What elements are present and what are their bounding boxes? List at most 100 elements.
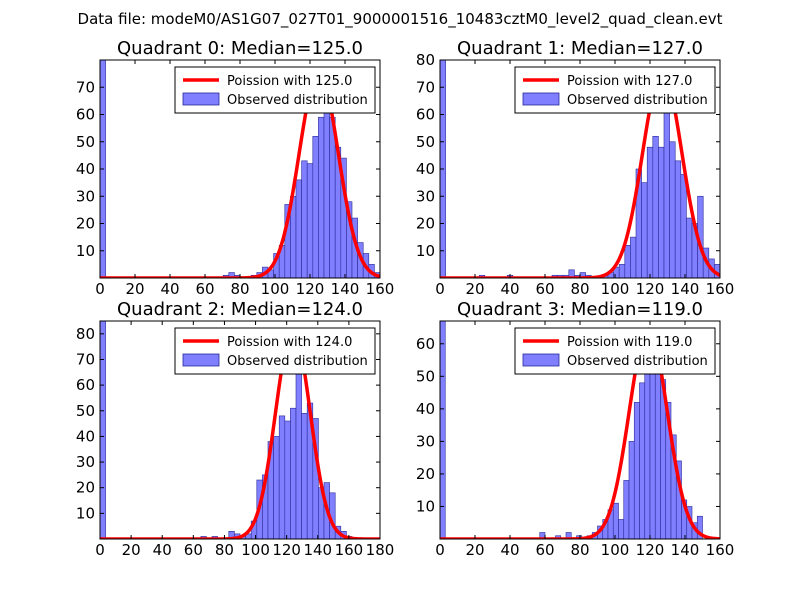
histogram-bar — [284, 420, 291, 540]
legend-poisson-label: Poission with 125.0 — [227, 74, 352, 89]
quadrant-0-title: Quadrant 0: Median=125.0 — [117, 38, 363, 59]
quadrant-2-panel: Quadrant 2: Median=124.0 0 20 40 60 80 100 120… — [76, 299, 394, 559]
y-tick-label: 50 — [416, 367, 435, 385]
y-tick-label: 60 — [76, 376, 95, 394]
legend-poisson-label: Poission with 124.0 — [227, 335, 352, 350]
histogram-bar — [630, 236, 637, 279]
quadrant-2-legend: Poission with 124.0 Observed distribution — [174, 327, 376, 375]
y-tick-label: 40 — [416, 400, 435, 418]
histogram-bar — [301, 413, 308, 540]
histogram-bar — [99, 320, 106, 540]
y-tick-label: 20 — [76, 479, 95, 497]
y-tick-label: 50 — [76, 402, 95, 420]
x-tick-label: 60 — [195, 280, 214, 298]
y-tick-label: 10 — [416, 497, 435, 515]
y-tick-label: 70 — [416, 78, 435, 96]
legend-observed-label: Observed distribution — [567, 354, 708, 369]
x-tick-label: 80 — [570, 280, 589, 298]
x-tick-label: 120 — [636, 541, 665, 559]
histogram-bar — [623, 480, 630, 540]
y-tick-label: 70 — [76, 350, 95, 368]
y-tick-label: 40 — [76, 427, 95, 445]
y-tick-label: 10 — [416, 242, 435, 260]
x-tick-label: 40 — [500, 541, 519, 559]
histogram-bar — [649, 349, 656, 540]
x-tick-label: 160 — [706, 541, 735, 559]
x-tick-label: 60 — [535, 280, 554, 298]
legend-poisson-label: Poission with 119.0 — [567, 335, 692, 350]
histogram-bar — [273, 436, 280, 540]
x-tick-label: 160 — [335, 541, 364, 559]
y-tick-label: 60 — [76, 106, 95, 124]
histogram-bar — [306, 163, 314, 279]
y-tick-label: 80 — [76, 325, 95, 343]
histogram-bar — [278, 415, 286, 540]
histogram-bar — [295, 179, 302, 279]
histogram-bar — [312, 136, 319, 279]
x-tick-label: 80 — [570, 541, 589, 559]
x-tick-label: 140 — [671, 280, 700, 298]
histogram-bar — [658, 146, 665, 279]
y-tick-label: 20 — [76, 215, 95, 233]
x-tick-label: 140 — [331, 280, 360, 298]
x-tick-label: 120 — [636, 280, 665, 298]
x-tick-label: 120 — [272, 541, 301, 559]
y-tick-label: 10 — [76, 242, 95, 260]
histogram-bar — [686, 217, 693, 279]
x-tick-label: 140 — [303, 541, 332, 559]
legend-observed-swatch — [522, 92, 560, 106]
histogram-bar — [654, 362, 661, 540]
histogram-bar — [663, 108, 670, 279]
y-tick-label: 40 — [416, 160, 435, 178]
histogram-bar — [639, 382, 646, 540]
quadrant-3-title: Quadrant 3: Median=119.0 — [457, 299, 703, 320]
x-tick-label: 20 — [465, 541, 484, 559]
y-tick-label: 10 — [76, 504, 95, 522]
histogram-bar — [318, 116, 325, 279]
legend-observed-swatch — [182, 353, 220, 367]
histogram-bar — [669, 141, 676, 279]
legend-observed-label: Observed distribution — [227, 93, 368, 108]
y-tick-label: 30 — [416, 432, 435, 450]
x-tick-label: 40 — [500, 280, 519, 298]
y-tick-label: 20 — [416, 215, 435, 233]
x-tick-label: 40 — [153, 541, 172, 559]
x-tick-label: 0 — [435, 541, 445, 559]
histogram-bar — [641, 182, 648, 279]
legend-observed-swatch — [182, 92, 220, 106]
histogram-bar — [290, 407, 297, 540]
x-tick-label: 20 — [465, 280, 484, 298]
x-tick-label: 0 — [435, 280, 445, 298]
histogram-bar — [301, 160, 308, 279]
x-tick-label: 100 — [601, 280, 630, 298]
x-tick-label: 60 — [184, 541, 203, 559]
y-tick-label: 80 — [416, 51, 435, 69]
y-tick-label: 50 — [416, 133, 435, 151]
histogram-bar — [652, 136, 659, 279]
quadrant-1-title: Quadrant 1: Median=127.0 — [457, 38, 703, 59]
quadrant-0-panel: Quadrant 0: Median=125.0 0 20 40 60 80 100 120… — [76, 38, 394, 298]
x-tick-label: 160 — [706, 280, 735, 298]
x-tick-label: 40 — [160, 280, 179, 298]
histogram-bar — [674, 160, 682, 279]
quadrant-0-legend: Poission with 125.0 Observed distribution — [174, 66, 376, 114]
quadrant-3-legend: Poission with 119.0 Observed distribution — [514, 327, 716, 375]
y-tick-label: 30 — [76, 187, 95, 205]
y-tick-label: 70 — [76, 78, 95, 96]
histogram-bar — [646, 146, 654, 279]
histogram-bar — [633, 402, 640, 540]
x-tick-label: 100 — [601, 541, 630, 559]
histogram-bar — [295, 354, 302, 540]
y-tick-label: 20 — [416, 465, 435, 483]
legend-poisson-label: Poission with 127.0 — [567, 74, 692, 89]
y-tick-label: 50 — [76, 133, 95, 151]
quadrant-2-title: Quadrant 2: Median=124.0 — [117, 299, 363, 320]
x-tick-label: 0 — [95, 280, 105, 298]
x-tick-label: 0 — [95, 541, 105, 559]
quadrant-1-panel: Quadrant 1: Median=127.0 0 20 40 60 80 100 120… — [416, 38, 734, 298]
histogram-bar — [680, 174, 687, 279]
x-tick-label: 120 — [296, 280, 325, 298]
x-tick-label: 140 — [671, 541, 700, 559]
x-tick-label: 100 — [261, 280, 290, 298]
